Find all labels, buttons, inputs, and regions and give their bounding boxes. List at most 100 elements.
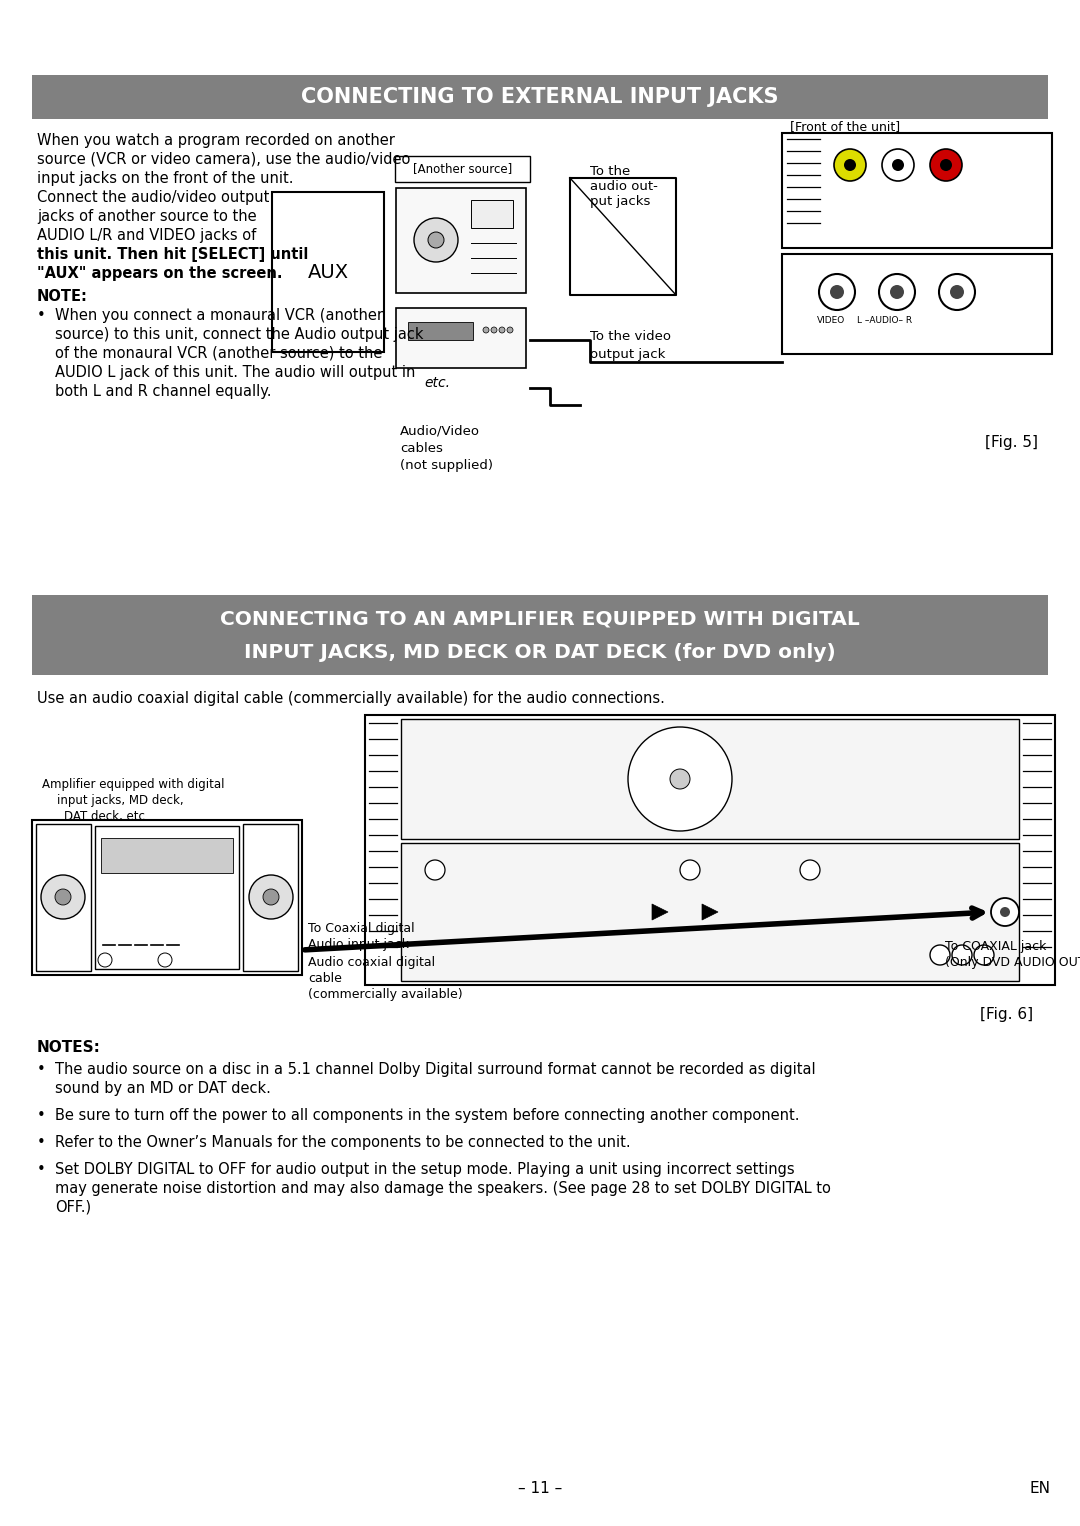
Bar <box>272 192 384 353</box>
Circle shape <box>158 954 172 967</box>
Bar <box>243 824 298 971</box>
Bar <box>471 200 513 227</box>
Bar <box>32 595 1048 674</box>
Circle shape <box>1000 906 1010 917</box>
Text: •: • <box>37 308 45 324</box>
Circle shape <box>249 874 293 919</box>
Bar <box>365 716 1055 984</box>
Text: cable: cable <box>308 972 342 984</box>
Text: NOTE:: NOTE: <box>37 288 87 304</box>
Circle shape <box>831 285 843 299</box>
Text: source) to this unit, connect the Audio output jack: source) to this unit, connect the Audio … <box>55 327 423 342</box>
Text: L –AUDIO– R: L –AUDIO– R <box>858 316 913 325</box>
Bar <box>401 719 1020 839</box>
Circle shape <box>491 327 497 333</box>
Circle shape <box>940 159 951 171</box>
Text: VIDEO: VIDEO <box>816 316 846 325</box>
Text: •: • <box>37 1062 45 1077</box>
Text: – 11 –: – 11 – <box>518 1482 562 1495</box>
Text: Audio input jack: Audio input jack <box>308 938 409 951</box>
Text: To the video: To the video <box>590 330 671 343</box>
Text: EN: EN <box>1029 1482 1051 1495</box>
Text: put jacks: put jacks <box>590 195 650 208</box>
Circle shape <box>483 327 489 333</box>
Circle shape <box>800 861 820 881</box>
Text: Refer to the Owner’s Manuals for the components to be connected to the unit.: Refer to the Owner’s Manuals for the com… <box>55 1135 631 1151</box>
Bar <box>408 322 473 340</box>
Text: OFF.): OFF.) <box>55 1199 91 1215</box>
Text: Audio coaxial digital: Audio coaxial digital <box>308 955 435 969</box>
Circle shape <box>499 327 505 333</box>
Text: CONNECTING TO AN AMPLIFIER EQUIPPED WITH DIGITAL: CONNECTING TO AN AMPLIFIER EQUIPPED WITH… <box>220 609 860 629</box>
Text: cables: cables <box>400 443 443 455</box>
Text: Use an audio coaxial digital cable (commercially available) for the audio connec: Use an audio coaxial digital cable (comm… <box>37 691 665 707</box>
Text: audio out-: audio out- <box>590 180 658 192</box>
Text: Connect the audio/video output: Connect the audio/video output <box>37 191 269 204</box>
Circle shape <box>939 275 975 310</box>
Bar <box>396 188 526 293</box>
Text: [Front of the unit]: [Front of the unit] <box>789 121 900 133</box>
Text: may generate noise distortion and may also damage the speakers. (See page 28 to : may generate noise distortion and may al… <box>55 1181 831 1196</box>
Bar <box>782 133 1052 249</box>
Text: Audio/Video: Audio/Video <box>400 426 480 438</box>
Text: •: • <box>37 1108 45 1123</box>
Text: AUDIO L jack of this unit. The audio will output in: AUDIO L jack of this unit. The audio wil… <box>55 365 416 380</box>
Circle shape <box>892 159 904 171</box>
Bar <box>396 308 526 368</box>
Text: Be sure to turn off the power to all components in the system before connecting : Be sure to turn off the power to all com… <box>55 1108 799 1123</box>
Circle shape <box>627 726 732 832</box>
Text: (not supplied): (not supplied) <box>400 459 492 472</box>
Text: [Another source]: [Another source] <box>413 162 512 175</box>
Text: •: • <box>37 1161 45 1177</box>
Text: output jack: output jack <box>590 348 665 362</box>
Text: etc.: etc. <box>424 375 450 391</box>
Circle shape <box>974 945 994 964</box>
Text: [Fig. 6]: [Fig. 6] <box>980 1007 1034 1022</box>
Circle shape <box>930 150 962 182</box>
Text: sound by an MD or DAT deck.: sound by an MD or DAT deck. <box>55 1080 271 1096</box>
Circle shape <box>882 150 914 182</box>
Text: input jacks, MD deck,: input jacks, MD deck, <box>57 794 184 807</box>
Circle shape <box>834 150 866 182</box>
Circle shape <box>951 945 972 964</box>
Bar <box>36 824 91 971</box>
Text: of the monaural VCR (another source) to the: of the monaural VCR (another source) to … <box>55 346 382 362</box>
Text: source (VCR or video camera), use the audio/video: source (VCR or video camera), use the au… <box>37 153 410 166</box>
Bar <box>95 826 239 969</box>
Text: DAT deck, etc.: DAT deck, etc. <box>64 810 149 823</box>
Text: To COAXIAL jack: To COAXIAL jack <box>945 940 1047 954</box>
Text: (Only DVD AUDIO OUT): (Only DVD AUDIO OUT) <box>945 955 1080 969</box>
Circle shape <box>55 890 71 905</box>
Text: NOTES:: NOTES: <box>37 1041 100 1054</box>
Text: To the: To the <box>590 165 631 179</box>
Bar <box>782 253 1052 354</box>
Text: When you watch a program recorded on another: When you watch a program recorded on ano… <box>37 133 395 148</box>
Circle shape <box>819 275 855 310</box>
Text: [Fig. 5]: [Fig. 5] <box>985 435 1038 450</box>
Text: both L and R channel equally.: both L and R channel equally. <box>55 385 271 398</box>
Text: •: • <box>37 1135 45 1151</box>
Text: Set DOLBY DIGITAL to OFF for audio output in the setup mode. Playing a unit usin: Set DOLBY DIGITAL to OFF for audio outpu… <box>55 1161 795 1177</box>
Circle shape <box>680 861 700 881</box>
Text: jacks of another source to the: jacks of another source to the <box>37 209 257 224</box>
Bar <box>401 842 1020 981</box>
Text: input jacks on the front of the unit.: input jacks on the front of the unit. <box>37 171 294 186</box>
Circle shape <box>264 890 279 905</box>
Circle shape <box>950 285 964 299</box>
Text: When you connect a monaural VCR (another: When you connect a monaural VCR (another <box>55 308 383 324</box>
Circle shape <box>991 897 1020 926</box>
Circle shape <box>670 769 690 789</box>
Circle shape <box>843 159 856 171</box>
Text: INPUT JACKS, MD DECK OR DAT DECK (for DVD only): INPUT JACKS, MD DECK OR DAT DECK (for DV… <box>244 642 836 661</box>
Circle shape <box>414 218 458 262</box>
Polygon shape <box>652 903 669 920</box>
Text: Amplifier equipped with digital: Amplifier equipped with digital <box>42 778 225 790</box>
Circle shape <box>426 861 445 881</box>
Circle shape <box>428 232 444 249</box>
Circle shape <box>41 874 85 919</box>
Circle shape <box>507 327 513 333</box>
Text: (commercially available): (commercially available) <box>308 987 462 1001</box>
Text: CONNECTING TO EXTERNAL INPUT JACKS: CONNECTING TO EXTERNAL INPUT JACKS <box>301 87 779 107</box>
Text: To Coaxial digital: To Coaxial digital <box>308 922 415 935</box>
Text: The audio source on a disc in a 5.1 channel Dolby Digital surround format cannot: The audio source on a disc in a 5.1 chan… <box>55 1062 815 1077</box>
